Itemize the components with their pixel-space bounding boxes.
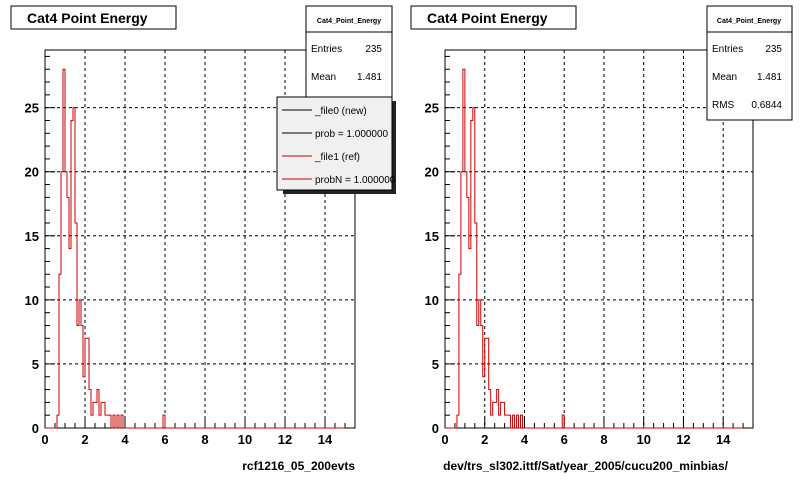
y-tick-label: 5 (432, 357, 439, 372)
x-tick-label: 6 (161, 432, 168, 447)
legend-label-ref: _file1 (ref) (314, 152, 360, 163)
x-tick-label: 10 (636, 432, 650, 447)
y-tick-label: 15 (425, 229, 439, 244)
y-tick-label: 10 (25, 293, 39, 308)
stats-label-entries: Entries (311, 44, 342, 55)
stats-box: Cat4_Point_Energy Entries 235 Mean 1.481… (706, 5, 793, 121)
title-box (10, 5, 177, 30)
y-tick-label: 25 (425, 101, 439, 116)
stats-box: Cat4_Point_Energy Entries 235 Mean 1.481 (305, 5, 393, 115)
y-tick-label: 10 (425, 293, 439, 308)
y-tick-label: 20 (425, 165, 439, 180)
series-line (445, 68, 744, 429)
x-axis-label: rcf1216_05_200evts (242, 459, 355, 473)
tick-marks (444, 55, 754, 429)
legend-label-prob: prob = 1.000000 (315, 129, 389, 140)
x-tick-label: 4 (521, 432, 529, 447)
tick-labels: 0 2 4 6 8 10 12 14 0 5 10 15 20 25 (425, 101, 732, 447)
stats-value-entries: 235 (365, 44, 382, 55)
x-axis-label: dev/trs_sl302.ittf/Sat/year_2005/cucu200… (443, 459, 728, 473)
x-tick-label: 14 (318, 432, 333, 447)
series-line-ref (45, 68, 345, 429)
stats-label-mean: Mean (311, 72, 336, 83)
stats-title: Cat4_Point_Energy (717, 18, 781, 25)
y-tick-label: 20 (25, 165, 39, 180)
x-tick-label: 10 (238, 432, 252, 447)
y-tick-label: 15 (25, 229, 39, 244)
y-tick-label: 0 (432, 421, 439, 436)
legend-label-new: _file0 (new) (314, 106, 367, 117)
chart-title: Cat4 Point Energy (427, 10, 548, 26)
stats-value-mean: 1.481 (757, 72, 782, 83)
stats-title: Cat4_Point_Energy (317, 18, 381, 25)
stats-value-mean: 1.481 (357, 72, 382, 83)
title-box (410, 5, 577, 30)
x-tick-label: 8 (600, 432, 607, 447)
x-tick-label: 12 (676, 432, 690, 447)
chart-title: Cat4 Point Energy (27, 10, 148, 26)
x-tick-label: 8 (201, 432, 208, 447)
y-tick-label: 25 (25, 101, 39, 116)
stats-value-entries: 235 (765, 44, 782, 55)
x-tick-label: 0 (41, 432, 48, 447)
panel-right: Cat4 Point Energy 0 2 4 6 8 10 12 140510152025 … (410, 5, 793, 473)
tick-labels: 0 2 4 6 8 10 12 14 0 5 10 15 20 25 (25, 101, 333, 447)
stats-value-rms: 0.6844 (751, 100, 782, 111)
x-tick-label: 6 (561, 432, 568, 447)
x-tick-label: 2 (81, 432, 88, 447)
legend-label-probn: probN = 1.000000 (315, 175, 396, 186)
x-tick-label: 12 (278, 432, 292, 447)
x-tick-label: 2 (481, 432, 488, 447)
stats-label-rms: RMS (712, 100, 735, 111)
x-tick-label: 0 (441, 432, 448, 447)
stats-label-entries: Entries (712, 44, 743, 55)
legend: _file0 (new) prob = 1.000000 _file1 (ref… (276, 96, 396, 194)
y-tick-label: 5 (32, 357, 39, 372)
x-tick-label: 14 (716, 432, 731, 447)
x-tick-label: 4 (121, 432, 129, 447)
panel-left: Cat4 Point Energy 0 2 4 6 8 10 12 140510152025 … (10, 5, 396, 473)
tick-marks (44, 55, 356, 429)
y-tick-label: 0 (32, 421, 39, 436)
stats-label-mean: Mean (712, 72, 737, 83)
